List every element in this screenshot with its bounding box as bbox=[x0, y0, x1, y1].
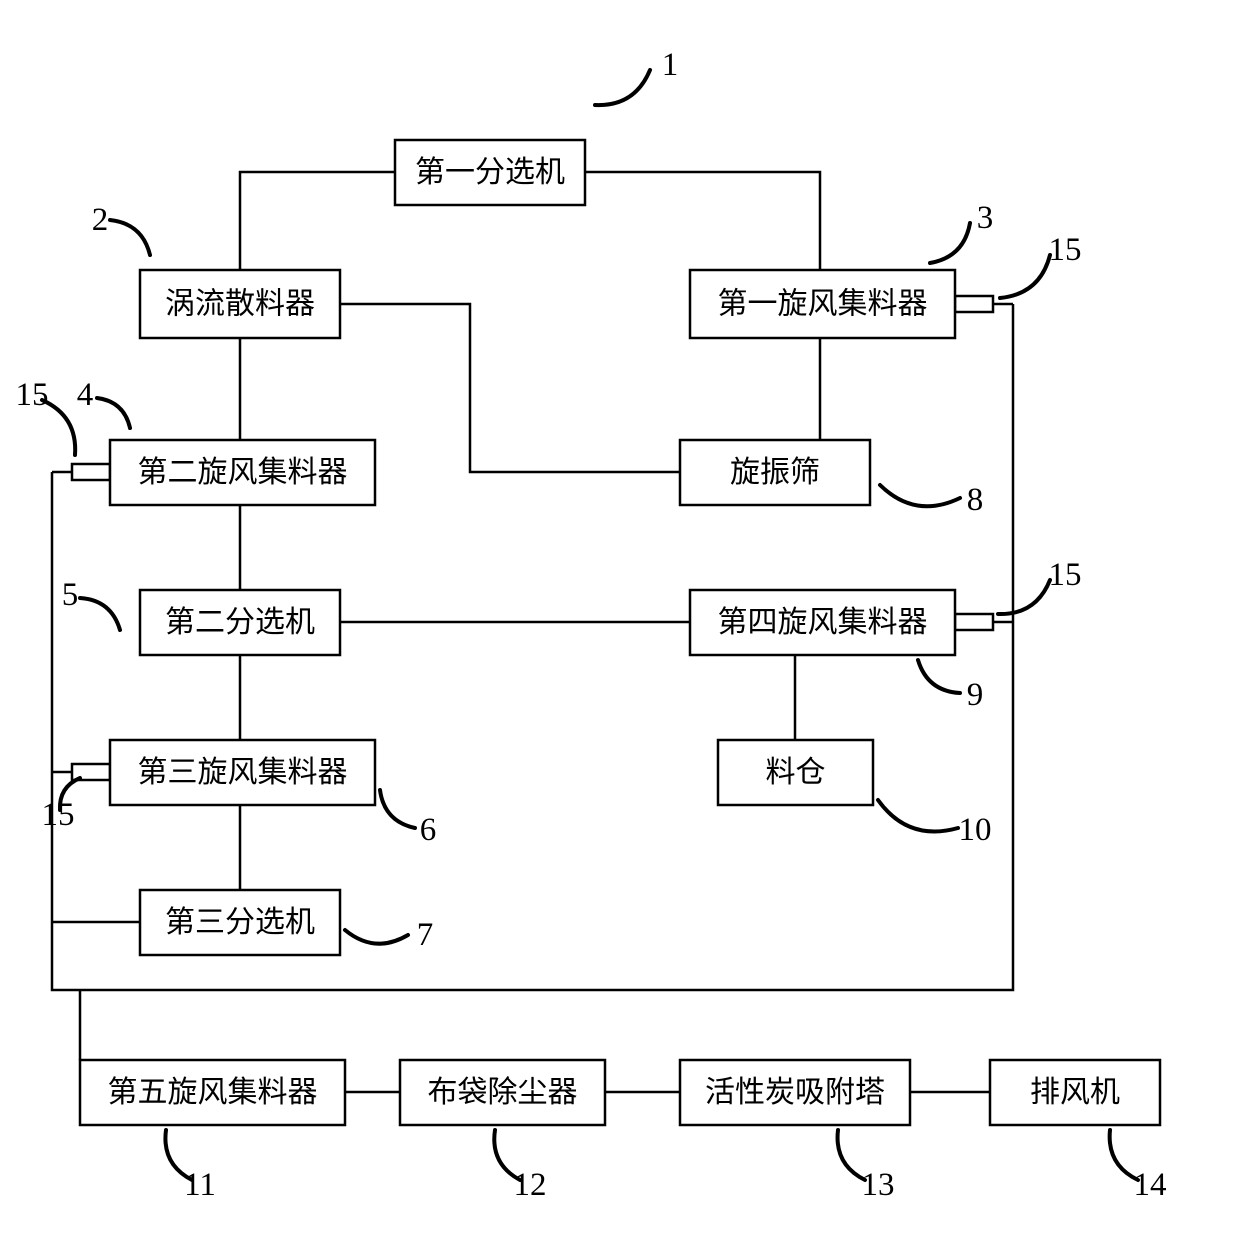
node-n8: 旋振筛 bbox=[680, 440, 870, 505]
node-n4: 第二旋风集料器 bbox=[110, 440, 375, 505]
label-l6: 6 bbox=[420, 812, 437, 848]
node-label-n8: 旋振筛 bbox=[730, 456, 820, 489]
node-label-n7: 第三分选机 bbox=[165, 906, 315, 939]
label-l8: 8 bbox=[967, 482, 984, 518]
lead-l1 bbox=[595, 70, 650, 105]
label-l11: 11 bbox=[184, 1167, 216, 1203]
node-label-n10: 料仓 bbox=[766, 756, 826, 789]
node-n14: 排风机 bbox=[990, 1060, 1160, 1125]
lead-l15d bbox=[998, 580, 1050, 614]
edge-n1-n2 bbox=[240, 172, 405, 270]
nodes-layer: 第一分选机涡流散料器 第一旋风集料器第二旋风集料器 旋振筛第二分选机 第四旋风集料器第… bbox=[80, 140, 1160, 1125]
label-l1: 1 bbox=[662, 47, 679, 83]
lead-l9 bbox=[918, 660, 960, 693]
label-l3: 3 bbox=[977, 200, 994, 236]
label-l7: 7 bbox=[417, 917, 434, 953]
label-l15a: 15 bbox=[1049, 232, 1082, 268]
lead-l7 bbox=[345, 930, 408, 944]
node-n5: 第二分选机 bbox=[140, 590, 340, 655]
node-label-n14: 排风机 bbox=[1030, 1076, 1120, 1109]
node-label-n5: 第二分选机 bbox=[165, 606, 315, 639]
label-l5: 5 bbox=[62, 577, 79, 613]
node-label-n13: 活性炭吸附塔 bbox=[705, 1076, 885, 1109]
label-l2: 2 bbox=[92, 202, 109, 238]
label-l12: 12 bbox=[514, 1167, 547, 1203]
stub-s3 bbox=[955, 296, 993, 312]
label-l10: 10 bbox=[959, 812, 992, 848]
stub-s9 bbox=[955, 614, 993, 630]
lead-l3 bbox=[930, 223, 970, 263]
lead-l15a bbox=[1000, 255, 1050, 298]
node-n6: 第三旋风集料器 bbox=[110, 740, 375, 805]
node-n13: 活性炭吸附塔 bbox=[680, 1060, 910, 1125]
node-n3: 第一旋风集料器 bbox=[690, 270, 955, 338]
edge-n1-n3 bbox=[575, 172, 820, 270]
node-label-n3: 第一旋风集料器 bbox=[718, 288, 928, 321]
node-n2: 涡流散料器 bbox=[140, 270, 340, 338]
node-label-n4: 第二旋风集料器 bbox=[138, 456, 348, 489]
lead-l2 bbox=[110, 220, 150, 255]
label-l4: 4 bbox=[77, 377, 94, 413]
diagram-canvas: 第一分选机涡流散料器 第一旋风集料器第二旋风集料器 旋振筛第二分选机 第四旋风集料器第… bbox=[0, 0, 1240, 1250]
lead-l5 bbox=[80, 598, 120, 630]
label-l14: 14 bbox=[1134, 1167, 1167, 1203]
label-l13: 13 bbox=[862, 1167, 895, 1203]
node-label-n9: 第四旋风集料器 bbox=[718, 606, 928, 639]
stubs-layer bbox=[52, 296, 1013, 780]
label-l15b: 15 bbox=[16, 377, 49, 413]
node-label-n2: 涡流散料器 bbox=[165, 288, 315, 321]
node-label-n6: 第三旋风集料器 bbox=[138, 756, 348, 789]
label-l9: 9 bbox=[967, 677, 984, 713]
lead-l8 bbox=[880, 485, 960, 506]
lead-l6 bbox=[380, 790, 415, 828]
lead-l4 bbox=[97, 398, 130, 428]
edge-n2-n8 bbox=[340, 304, 680, 472]
node-label-n11: 第五旋风集料器 bbox=[108, 1076, 318, 1109]
node-label-n12: 布袋除尘器 bbox=[428, 1076, 578, 1109]
node-n11: 第五旋风集料器 bbox=[80, 1060, 345, 1125]
stub-s4 bbox=[72, 464, 110, 480]
label-l15d: 15 bbox=[1049, 557, 1082, 593]
node-n1: 第一分选机 bbox=[395, 140, 585, 205]
node-n9: 第四旋风集料器 bbox=[690, 590, 955, 655]
node-n10: 料仓 bbox=[718, 740, 873, 805]
node-n12: 布袋除尘器 bbox=[400, 1060, 605, 1125]
node-label-n1: 第一分选机 bbox=[415, 156, 565, 189]
node-n7: 第三分选机 bbox=[140, 890, 340, 955]
label-l15c: 15 bbox=[42, 797, 75, 833]
lead-l10 bbox=[878, 800, 958, 832]
